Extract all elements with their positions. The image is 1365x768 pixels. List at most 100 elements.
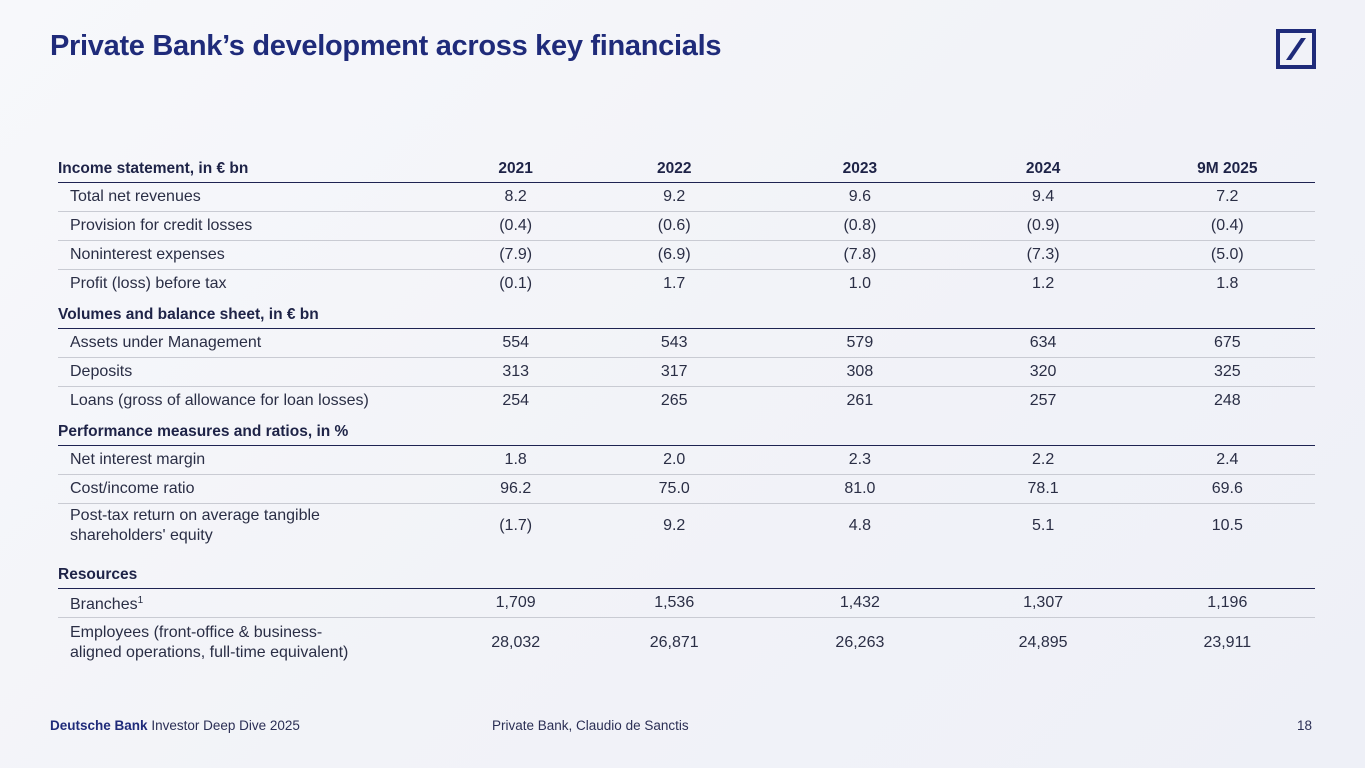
cell-value: 7.2 [1139,182,1315,212]
column-header-2023: 2023 [773,154,947,183]
cell-value: (6.9) [575,240,774,270]
cell-value: 1.7 [663,275,686,292]
cell-value: (5.0) [1139,240,1315,270]
cell-value: 1.8 [456,445,576,475]
section-heading: Income statement, in € bn [58,154,457,183]
row-label-line-2: shareholders' equity [70,527,213,544]
table-row: Assets under Management 554 543 579 634 … [58,328,1315,358]
cell-value: 69.6 [1139,474,1315,504]
page-title: Private Bank’s development across key fi… [50,30,722,62]
cell-value: (7.3) [946,240,1140,270]
section-header-income-statement: Income statement, in € bn 2021 2022 2023… [58,154,1315,183]
cell-value: 675 [1139,328,1315,358]
cell-value: 23,911 [1203,634,1252,651]
cell-value: 254 [502,392,530,409]
row-label: Profit (loss) before tax [70,275,227,292]
column-header-9m-2025: 9M 2025 [1139,154,1315,183]
deutsche-bank-logo-icon [1276,29,1316,69]
cell-value: 28,032 [491,634,541,651]
cell-value: (0.6) [575,211,774,241]
table-row: Noninterest expenses (7.9) (6.9) (7.8) (… [58,240,1315,270]
cell-value: (1.7) [499,517,533,534]
cell-value: 96.2 [456,474,576,504]
cell-value: 5.1 [1031,517,1055,534]
footer-brand-line: Deutsche Bank Investor Deep Dive 2025 [50,718,300,733]
table-row: Profit (loss) before tax (0.1) 1.7 1.0 1… [58,270,1315,299]
row-label-line-2: aligned operations, full-time equivalent… [70,644,349,661]
cell-value: (7.9) [456,240,576,270]
table-row: Loans (gross of allowance for loan losse… [58,387,1315,416]
table-row: Cost/income ratio 96.2 75.0 81.0 78.1 69… [58,474,1315,504]
cell-value: 9.4 [946,182,1140,212]
cell-value: (0.4) [456,211,576,241]
cell-value: 317 [575,357,774,387]
row-label: Employees (front-office & business- alig… [58,618,456,669]
cell-value: 9.2 [575,182,774,212]
column-header-2024: 2024 [946,154,1140,183]
cell-value: 1.0 [848,275,872,292]
cell-value: (7.8) [773,240,947,270]
table-row: Deposits 313 317 308 320 325 [58,357,1315,387]
cell-value: 634 [946,328,1140,358]
cell-value: 579 [773,328,947,358]
cell-value: 26,263 [835,634,885,651]
row-label: Noninterest expenses [58,240,457,270]
cell-value: (0.1) [499,275,533,292]
row-label: Cost/income ratio [58,474,457,504]
cell-value: 81.0 [773,474,947,504]
section-heading: Performance measures and ratios, in % [58,415,1315,446]
row-label: Post-tax return on average tangible shar… [58,504,456,549]
table-row: Employees (front-office & business- alig… [58,618,1315,669]
cell-value: 257 [1029,392,1057,409]
table-row: Branches1 1,709 1,536 1,432 1,307 1,196 [58,588,1315,618]
footnote-marker: 1 [137,595,144,606]
cell-value: 265 [660,392,688,409]
cell-value: 9.2 [663,517,686,534]
cell-value: 10.5 [1211,517,1243,534]
row-label: Assets under Management [58,328,457,358]
cell-value: 9.6 [773,182,947,212]
cell-value: 1,196 [1139,588,1315,618]
cell-value: 26,871 [649,634,699,651]
cell-value: 554 [456,328,576,358]
row-label: Branches1 [58,588,457,618]
cell-value: 1,709 [456,588,576,618]
table-row: Post-tax return on average tangible shar… [58,504,1315,549]
row-label: Provision for credit losses [58,211,457,241]
cell-value: 75.0 [575,474,774,504]
cell-value: 24,895 [1018,634,1068,651]
section-heading: Volumes and balance sheet, in € bn [58,298,1315,329]
column-header-2021: 2021 [456,154,576,183]
footer-presenter: Private Bank, Claudio de Sanctis [492,718,689,733]
section-header-volumes: Volumes and balance sheet, in € bn [58,298,1315,329]
row-label: Loans (gross of allowance for loan losse… [70,392,369,409]
cell-value: 543 [575,328,774,358]
cell-value: 1.8 [1216,275,1239,292]
cell-value: 325 [1139,357,1315,387]
table-row: Total net revenues 8.2 9.2 9.6 9.4 7.2 [58,182,1315,212]
cell-value: (0.8) [773,211,947,241]
column-header-2022: 2022 [575,154,774,183]
row-label-line-1: Post-tax return on average tangible [70,507,320,524]
cell-value: 78.1 [946,474,1140,504]
cell-value: 8.2 [456,182,576,212]
table-row: Net interest margin 1.8 2.0 2.3 2.2 2.4 [58,445,1315,475]
cell-value: 2.3 [773,445,947,475]
cell-value: 1,307 [946,588,1140,618]
cell-value: 2.0 [575,445,774,475]
cell-value: (0.4) [1139,211,1315,241]
cell-value: 320 [946,357,1140,387]
cell-value: 2.4 [1139,445,1315,475]
row-label-text: Branches [70,596,138,613]
cell-value: 308 [773,357,947,387]
cell-value: 2.2 [946,445,1140,475]
table-row: Provision for credit losses (0.4) (0.6) … [58,211,1315,241]
cell-value: 261 [846,392,874,409]
page-number: 18 [1297,718,1313,733]
financials-table: Income statement, in € bn 2021 2022 2023… [58,154,1315,668]
cell-value: 1,432 [773,588,947,618]
cell-value: 1,536 [575,588,774,618]
cell-value: (0.9) [946,211,1140,241]
cell-value: 1.2 [1031,275,1055,292]
row-label: Total net revenues [58,182,457,212]
